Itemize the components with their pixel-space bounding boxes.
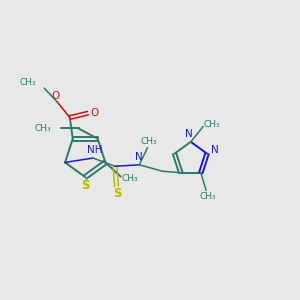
- Text: CH₃: CH₃: [122, 173, 138, 182]
- Text: CH₃: CH₃: [34, 124, 51, 133]
- Text: N: N: [185, 129, 193, 139]
- Text: CH₃: CH₃: [19, 78, 36, 87]
- Text: CH₃: CH₃: [199, 192, 216, 201]
- Text: CH₃: CH₃: [203, 120, 220, 129]
- Text: N: N: [135, 152, 143, 162]
- Text: S: S: [81, 179, 89, 192]
- Text: NH: NH: [87, 145, 102, 155]
- Text: N: N: [211, 145, 219, 155]
- Text: O: O: [90, 107, 99, 118]
- Text: CH₃: CH₃: [141, 137, 157, 146]
- Text: S: S: [113, 187, 122, 200]
- Text: O: O: [51, 91, 59, 101]
